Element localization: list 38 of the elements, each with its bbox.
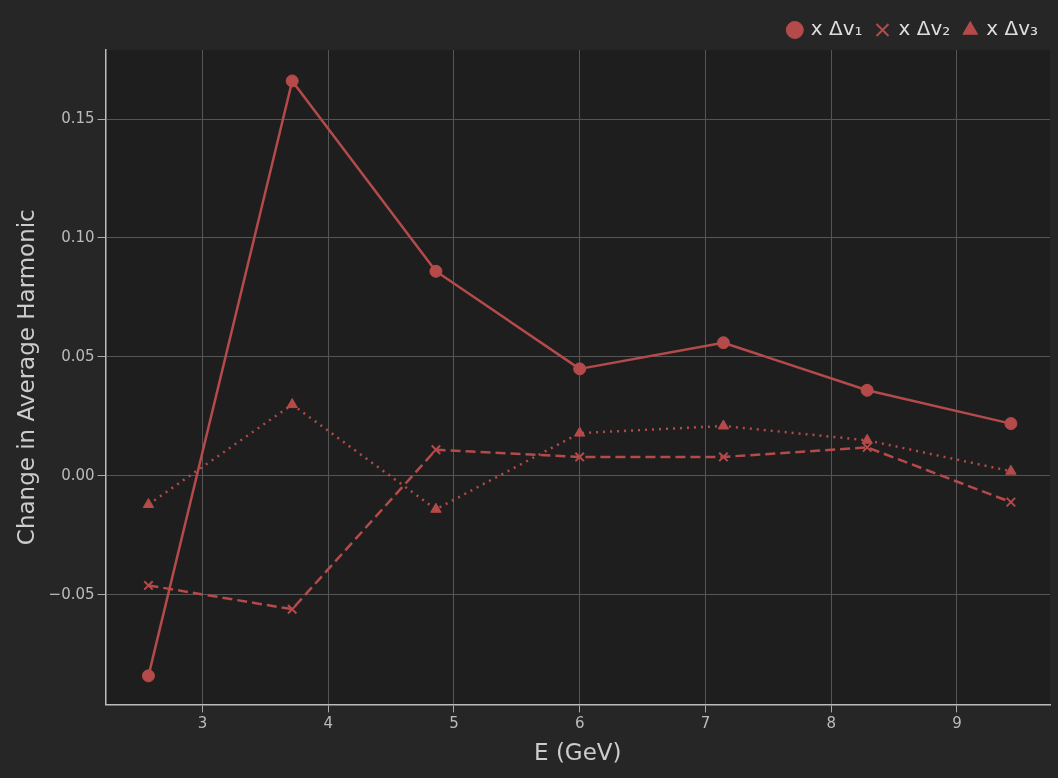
point [1005, 496, 1017, 508]
point [718, 451, 729, 463]
point [285, 74, 299, 88]
x-tick-label: 8 [826, 714, 836, 733]
y-axis-title: Change in Average Harmonic [12, 209, 39, 546]
point [717, 419, 730, 430]
point [861, 433, 873, 444]
point [430, 502, 442, 513]
x-axis-title: E (GeV) [534, 739, 622, 766]
x-tick-label: 5 [449, 714, 459, 733]
point [143, 580, 154, 591]
point [573, 362, 587, 376]
point [573, 426, 586, 437]
point [286, 603, 298, 615]
point [141, 669, 155, 683]
y-tick-label: −0.05 [48, 584, 95, 603]
point [142, 498, 155, 509]
legend-label: x Δv₃ [986, 16, 1039, 41]
y-tick-label: 0.05 [61, 346, 95, 365]
point [286, 398, 298, 409]
point [430, 444, 442, 456]
x-tick-label: 6 [574, 714, 585, 733]
x-tick-label: 4 [323, 714, 333, 733]
point [860, 383, 874, 397]
y-tick-label: 0.10 [61, 227, 95, 246]
legend-label: x Δv₂ [898, 16, 951, 41]
x-tick-label: 3 [197, 714, 208, 733]
point [574, 451, 585, 463]
point [716, 336, 730, 350]
y-tick-label: 0.15 [61, 108, 95, 127]
point [1004, 417, 1018, 431]
y-tick-label: 0.00 [61, 465, 95, 484]
legend-label: x Δv₁ [810, 16, 863, 41]
point [429, 264, 443, 278]
x-tick-label: 7 [700, 714, 711, 733]
x-tick-label: 9 [952, 714, 962, 733]
point [1005, 464, 1017, 475]
point [861, 442, 873, 453]
